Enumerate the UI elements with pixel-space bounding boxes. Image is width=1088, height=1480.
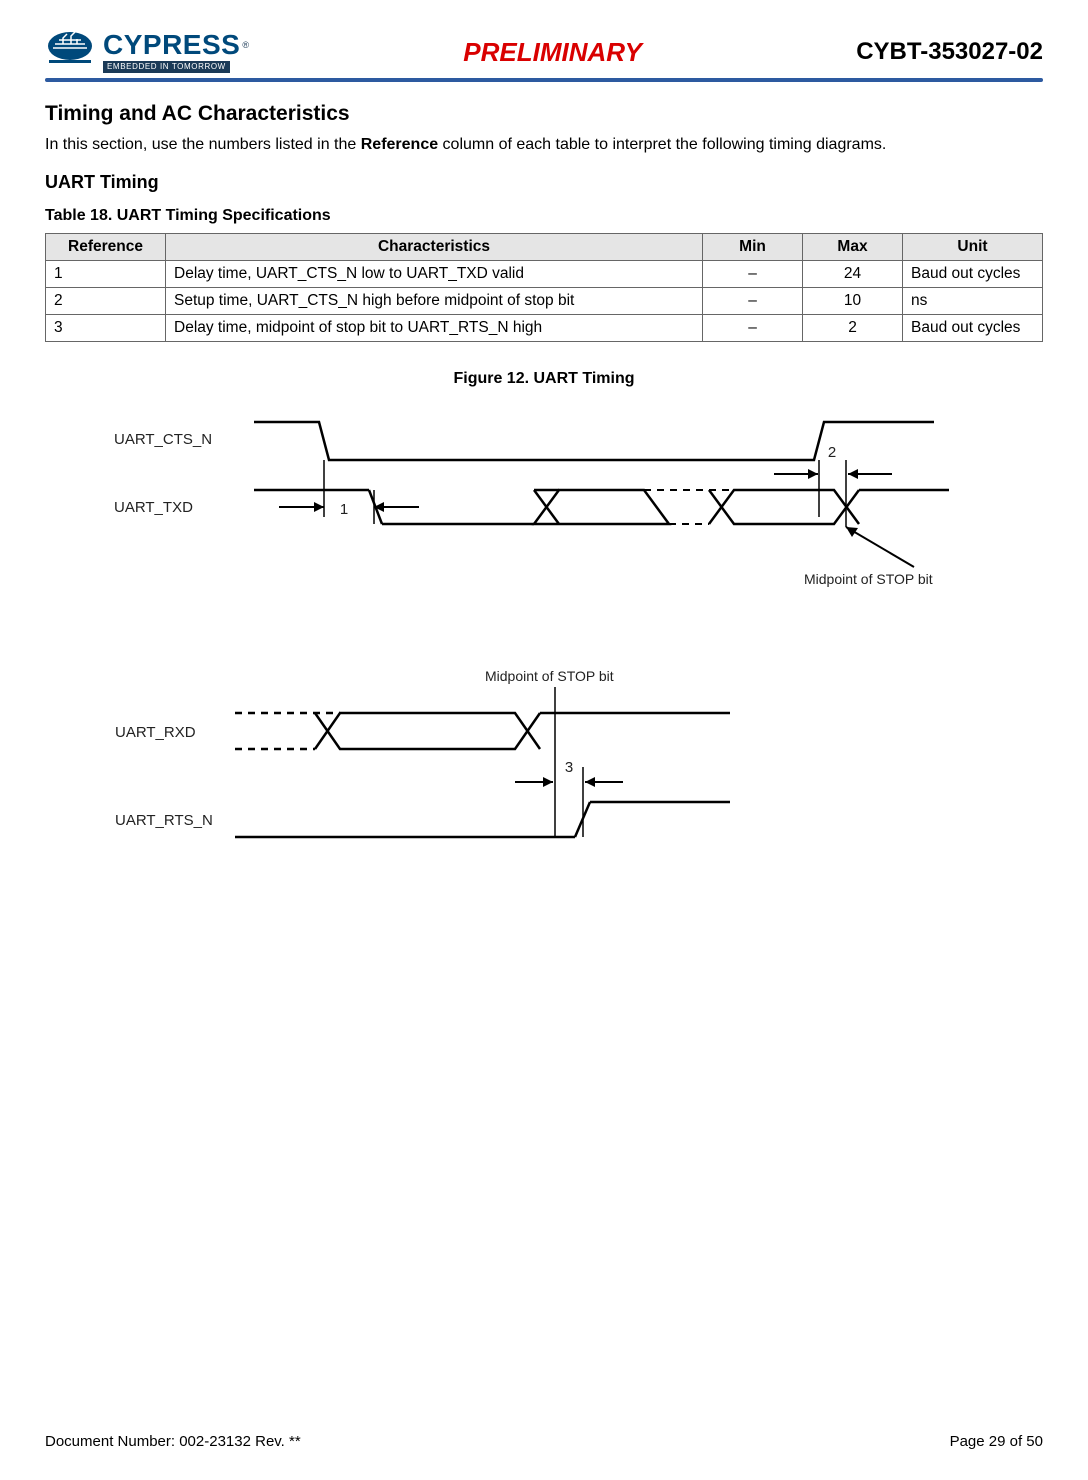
cell-min: – — [703, 261, 803, 288]
th-reference: Reference — [46, 234, 166, 261]
section-intro: In this section, use the numbers listed … — [45, 136, 1043, 154]
cell-ref: 1 — [46, 261, 166, 288]
page-header: CYPRESS® EMBEDDED IN TOMORROW PRELIMINAR… — [45, 30, 1043, 74]
th-min: Min — [703, 234, 803, 261]
cell-ref: 2 — [46, 288, 166, 315]
cell-max: 10 — [803, 288, 903, 315]
section-title: Timing and AC Characteristics — [45, 102, 1043, 126]
page-footer: Document Number: 002-23132 Rev. ** Page … — [45, 1433, 1043, 1450]
cell-ref: 3 — [46, 315, 166, 342]
uart-spec-table: Reference Characteristics Min Max Unit 1… — [45, 233, 1043, 342]
signal-label-rts: UART_RTS_N — [115, 812, 213, 829]
cell-unit: ns — [903, 288, 1043, 315]
cypress-tree-icon — [45, 30, 95, 74]
table-row: 2 Setup time, UART_CTS_N high before mid… — [46, 288, 1043, 315]
table-row: 1 Delay time, UART_CTS_N low to UART_TXD… — [46, 261, 1043, 288]
page-number: Page 29 of 50 — [950, 1433, 1043, 1450]
timing-diagram-top: UART_CTS_N UART_TXD — [114, 402, 974, 597]
intro-text-bold: Reference — [361, 136, 438, 153]
marker-3: 3 — [565, 759, 573, 776]
figure-caption: Figure 12. UART Timing — [45, 370, 1043, 388]
midpoint-label-top: Midpoint of STOP bit — [804, 571, 933, 587]
marker-1: 1 — [340, 501, 348, 518]
cell-unit: Baud out cycles — [903, 261, 1043, 288]
cell-char: Setup time, UART_CTS_N high before midpo… — [166, 288, 703, 315]
th-max: Max — [803, 234, 903, 261]
th-characteristics: Characteristics — [166, 234, 703, 261]
cell-min: – — [703, 288, 803, 315]
marker-2: 2 — [828, 444, 836, 461]
signal-label-cts: UART_CTS_N — [114, 431, 212, 448]
cell-max: 2 — [803, 315, 903, 342]
th-unit: Unit — [903, 234, 1043, 261]
company-tagline: EMBEDDED IN TOMORROW — [103, 61, 230, 73]
header-divider — [45, 78, 1043, 82]
signal-label-rxd: UART_RXD — [115, 724, 196, 741]
cell-min: – — [703, 315, 803, 342]
table-row: 3 Delay time, midpoint of stop bit to UA… — [46, 315, 1043, 342]
company-name: CYPRESS® — [103, 31, 249, 59]
intro-text-pre: In this section, use the numbers listed … — [45, 136, 361, 153]
cell-char: Delay time, UART_CTS_N low to UART_TXD v… — [166, 261, 703, 288]
cell-char: Delay time, midpoint of stop bit to UART… — [166, 315, 703, 342]
company-logo: CYPRESS® EMBEDDED IN TOMORROW — [45, 30, 249, 74]
table-caption: Table 18. UART Timing Specifications — [45, 207, 1043, 225]
intro-text-post: column of each table to interpret the fo… — [438, 136, 886, 153]
preliminary-label: PRELIMINARY — [249, 37, 856, 68]
table-header-row: Reference Characteristics Min Max Unit — [46, 234, 1043, 261]
doc-number: Document Number: 002-23132 Rev. ** — [45, 1433, 301, 1450]
midpoint-label-bot: Midpoint of STOP bit — [485, 668, 614, 684]
signal-label-txd: UART_TXD — [114, 499, 193, 516]
cell-max: 24 — [803, 261, 903, 288]
cell-unit: Baud out cycles — [903, 315, 1043, 342]
timing-diagram-bottom: Midpoint of STOP bit UART_RXD UART_RTS_N — [115, 667, 755, 872]
subsection-title: UART Timing — [45, 172, 1043, 193]
part-number: CYBT-353027-02 — [856, 38, 1043, 66]
